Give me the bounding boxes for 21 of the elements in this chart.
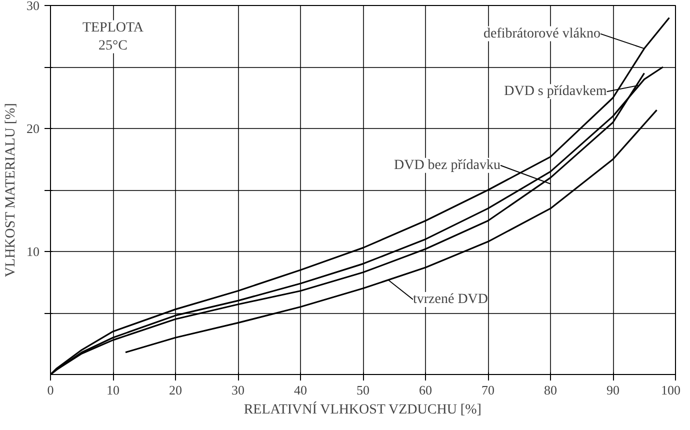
x-axis-title: RELATIVNÍ VLHKOST VZDUCHU [%] — [244, 400, 482, 418]
x-tick-label: 60 — [419, 382, 432, 398]
x-tick-label: 20 — [169, 382, 182, 398]
annotation: DVD bez přídavku — [394, 158, 501, 173]
x-tick-label: 40 — [294, 382, 307, 398]
annotation: DVD s přídavkem — [504, 84, 607, 100]
x-tick-label: 70 — [482, 382, 494, 398]
x-tick-label: 30 — [232, 382, 244, 398]
annotation: defibrátorové vlákno — [483, 26, 601, 42]
y-tick-label: 20 — [26, 121, 40, 136]
annotation: TEPLOTA 25°C — [82, 20, 144, 54]
y-tick-label: 30 — [26, 0, 40, 13]
x-tick-label: 50 — [356, 382, 370, 398]
y-tick-label: 10 — [26, 244, 40, 259]
x-tick-label: 0 — [47, 382, 54, 398]
x-tick-label: 90 — [606, 382, 620, 398]
y-axis-title: VLHKOST MATERIALU [%] — [4, 103, 18, 278]
x-tick-label: 100 — [661, 382, 680, 398]
annotation: tvrzené DVD — [413, 292, 488, 307]
x-tick-label: 10 — [106, 382, 120, 398]
x-tick-label: 80 — [544, 382, 557, 398]
